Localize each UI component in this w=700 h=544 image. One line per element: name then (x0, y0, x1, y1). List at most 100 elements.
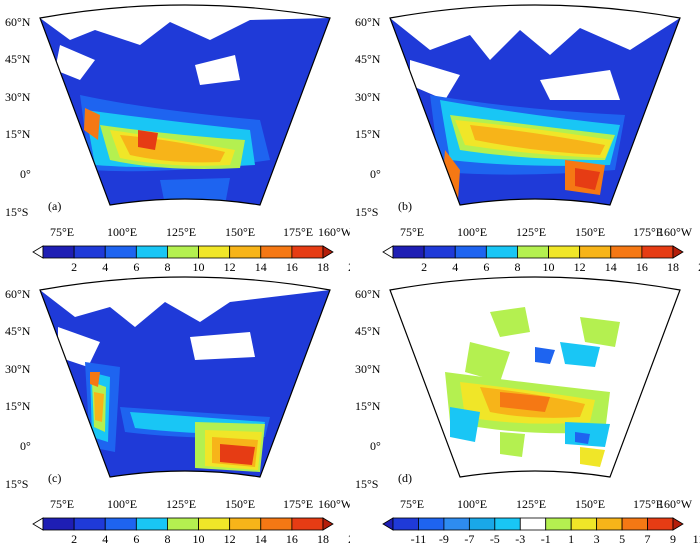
lat-label: 15°N (5, 399, 31, 413)
lat-label: 45°N (5, 324, 31, 338)
colorbar-tick-label: 18 (317, 532, 329, 544)
map-boundary-b (389, 4, 681, 206)
colorbar-swatch (198, 517, 231, 531)
colorbar-d: -11-9-7-5-3-11357911 (382, 517, 700, 544)
lat-label: 15°N (5, 127, 31, 141)
lat-label: 60°N (355, 287, 381, 301)
lon-label: 75°E (50, 225, 74, 239)
colorbar-swatch (229, 517, 262, 531)
lon-label: 160°W (318, 497, 350, 511)
colorbar-tick-label: 4 (102, 532, 108, 544)
map-d: 60°N 45°N 30°N 15°N 0° 15°S (d) 75°E 100… (355, 276, 700, 544)
colorbar-b: 2 4 6 8 10 12 14 16 18 20 (382, 245, 700, 272)
colorbar-swatch (468, 517, 496, 531)
colorbar-tick-label: 16 (286, 260, 298, 272)
lon-label: 75°E (400, 497, 424, 511)
lat-label: 60°N (5, 15, 31, 29)
colorbar-swatch (291, 245, 324, 259)
colorbar-swatch (291, 517, 324, 531)
colorbar-swatch (579, 245, 612, 259)
lon-label: 150°E (225, 225, 255, 239)
colorbar-tick-label: 20 (348, 532, 350, 544)
lon-label: 125°E (166, 225, 196, 239)
lon-label: 150°E (575, 497, 605, 511)
colorbar-swatch (42, 517, 75, 531)
lat-label: 45°N (355, 52, 381, 66)
lat-label: 0° (20, 439, 31, 453)
colorbar-tick-label: 6 (133, 260, 139, 272)
colorbar-end-left (32, 245, 44, 259)
colorbar-tick-label: 14 (255, 532, 267, 544)
colorbar-swatch (104, 245, 137, 259)
colorbar-tick-label: 10 (543, 260, 555, 272)
colorbar-tick-label: 5 (619, 532, 625, 544)
colorbar-tick-label: -5 (490, 532, 500, 544)
colorbar-tick-label: -3 (515, 532, 525, 544)
colorbar-tick-label: 9 (670, 532, 676, 544)
colorbar-c: 2 4 6 8 10 12 14 16 18 20 (32, 517, 350, 544)
colorbar-end-left (382, 517, 394, 531)
colorbar-tick-label: 12 (224, 532, 236, 544)
colorbar-end-left (32, 517, 44, 531)
colorbar-swatch (167, 245, 199, 259)
colorbar-swatch (392, 245, 425, 259)
colorbar-tick-label: -9 (439, 532, 449, 544)
map-c: 60°N 45°N 30°N 15°N 0° 15°S (c) 75°E 100… (5, 276, 350, 544)
colorbar-tick-label: 6 (483, 260, 489, 272)
lat-label: 0° (20, 167, 31, 181)
lon-label: 150°E (225, 497, 255, 511)
colorbar-swatch (73, 245, 106, 259)
lon-label: 160°W (318, 225, 350, 239)
colorbar-swatch (454, 245, 487, 259)
lon-label: 175°E (633, 497, 663, 511)
colorbar-tick-label: -11 (411, 532, 427, 544)
colorbar-end-right (672, 517, 684, 531)
lon-label: 100°E (457, 225, 487, 239)
colorbar-tick-label: 8 (514, 260, 520, 272)
panel-label-a: (a) (48, 199, 61, 213)
lon-label: 75°E (50, 497, 74, 511)
diff-field-d (390, 277, 680, 477)
precip-field-c (40, 277, 330, 477)
lon-label: 125°E (516, 497, 546, 511)
colorbar-swatch (621, 517, 648, 531)
lon-label: 175°E (283, 497, 313, 511)
colorbar-tick-label: 12 (574, 260, 586, 272)
colorbar-tick-label: 2 (421, 260, 427, 272)
lat-label: 30°N (5, 362, 31, 376)
colorbar-swatch (610, 245, 643, 259)
panel-label-d: (d) (398, 471, 412, 485)
colorbar-a: 2 4 6 8 10 12 14 16 18 20 (32, 245, 350, 272)
colorbar-tick-label: 12 (224, 260, 236, 272)
colorbar-swatch (517, 245, 549, 259)
lat-label: 60°N (355, 15, 381, 29)
colorbar-swatch (443, 517, 470, 531)
colorbar-swatch (519, 517, 547, 531)
panel-d: 60°N 45°N 30°N 15°N 0° 15°S (d) 75°E 100… (350, 272, 700, 544)
colorbar-swatch (570, 517, 598, 531)
colorbar-tick-label: 14 (605, 260, 617, 272)
colorbar-swatch (596, 517, 623, 531)
lon-label: 100°E (107, 225, 137, 239)
colorbar-swatch (418, 517, 445, 531)
colorbar-swatch (641, 245, 674, 259)
lon-label: 75°E (400, 225, 424, 239)
colorbar-swatch (647, 517, 674, 531)
precip-field-a (40, 5, 330, 205)
colorbar-swatch (198, 245, 231, 259)
colorbar-tick-label: 20 (348, 260, 350, 272)
colorbar-tick-label: 8 (164, 260, 170, 272)
colorbar-swatch (494, 517, 521, 531)
lat-label: 15°S (355, 205, 378, 219)
colorbar-tick-label: 6 (133, 532, 139, 544)
lat-label: 30°N (5, 90, 31, 104)
colorbar-end-right (672, 245, 684, 259)
lat-label: 15°S (5, 477, 28, 491)
lat-label: 15°S (5, 205, 28, 219)
colorbar-tick-label: 18 (317, 260, 329, 272)
colorbar-tick-label: 1 (568, 532, 574, 544)
map-boundary-c (39, 276, 331, 478)
lon-label: 125°E (516, 225, 546, 239)
precip-field-b (390, 5, 680, 205)
panel-b: 60°N 45°N 30°N 15°N 0° 15°S (b) 75°E 100… (350, 0, 700, 272)
